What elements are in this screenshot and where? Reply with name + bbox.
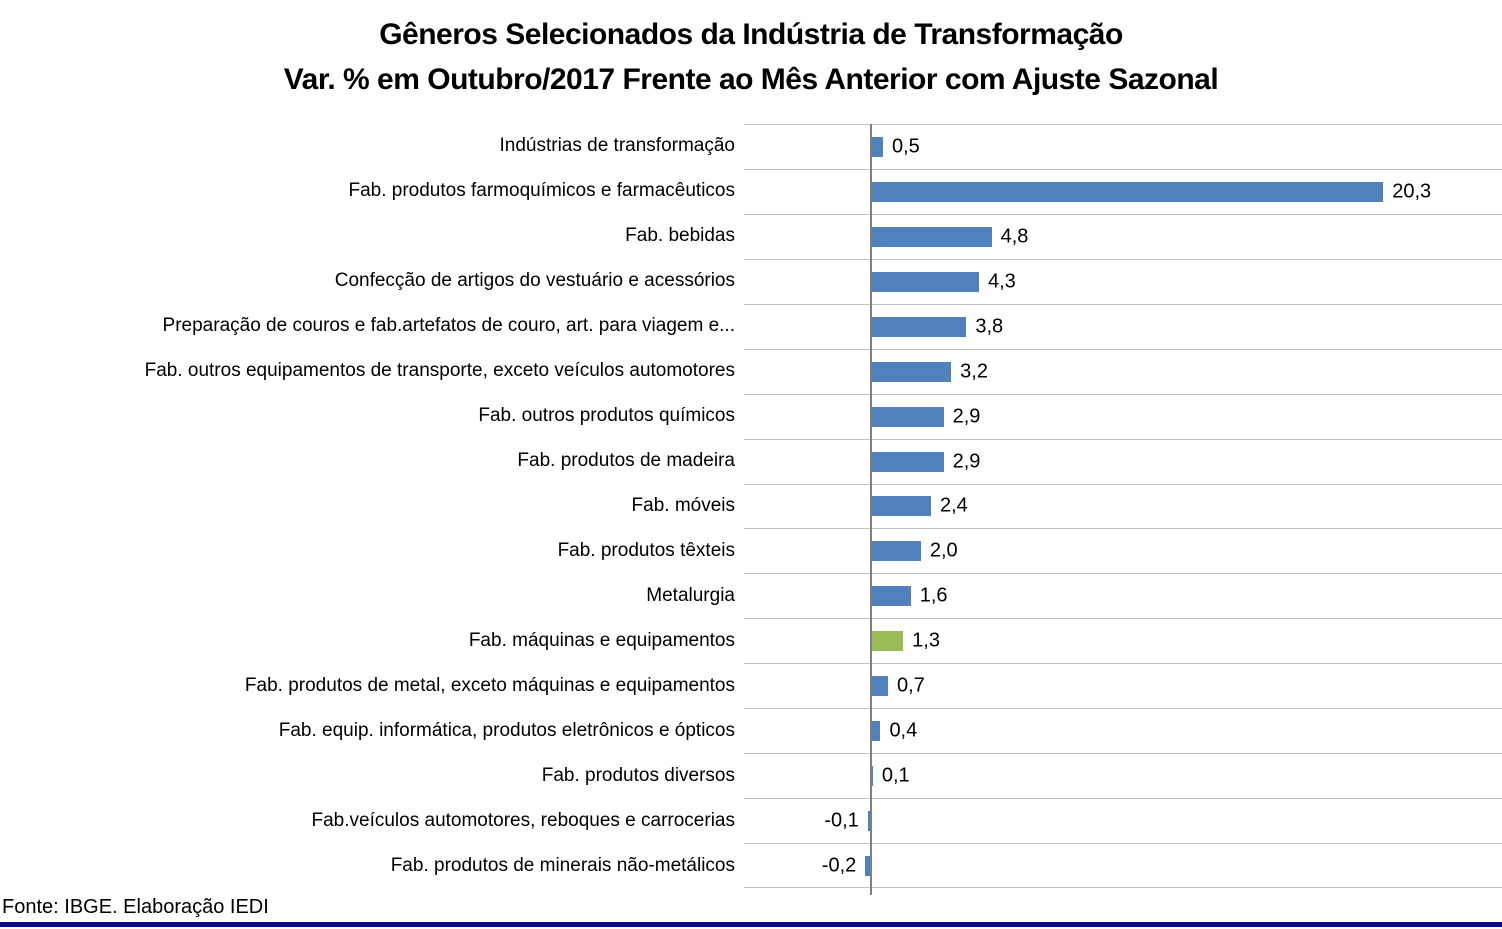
category-label: Fab. móveis — [631, 494, 735, 516]
bar — [870, 496, 931, 517]
category-label: Fab. outros produtos químicos — [478, 405, 735, 427]
bar — [870, 541, 921, 562]
value-label: 0,1 — [881, 764, 910, 787]
bottom-rule — [0, 922, 1502, 927]
chart-row: -0,1 — [744, 798, 1502, 843]
value-label: 2,9 — [952, 450, 981, 473]
value-label: 20,3 — [1392, 180, 1432, 203]
bar — [870, 361, 952, 382]
chart-row: 3,2 — [744, 348, 1502, 394]
value-label: -0,1 — [824, 809, 859, 832]
bar — [870, 271, 979, 292]
category-label: Indústrias de transformação — [499, 135, 735, 157]
chart-row: 1,3 — [744, 618, 1502, 663]
bar — [870, 316, 967, 337]
bar — [870, 766, 873, 787]
chart-title-line1: Gêneros Selecionados da Indústria de Tra… — [379, 18, 1123, 51]
value-label: 2,9 — [952, 405, 981, 428]
bar — [870, 631, 904, 652]
value-label: 3,8 — [975, 315, 1004, 338]
value-label: 2,0 — [929, 539, 958, 562]
chart-row: 2,4 — [744, 483, 1502, 529]
chart-row: 4,3 — [744, 258, 1502, 304]
category-label: Metalurgia — [646, 584, 735, 606]
value-label: -0,2 — [821, 854, 857, 877]
bar — [865, 856, 871, 877]
value-label: 0,5 — [891, 135, 920, 158]
chart-row: 1,6 — [744, 573, 1502, 618]
category-label: Fab. produtos de madeira — [517, 450, 735, 472]
chart-row: 0,5 — [744, 124, 1502, 169]
bar — [870, 451, 944, 472]
value-label: 1,6 — [919, 584, 948, 607]
bar — [867, 811, 871, 832]
category-label: Fab. produtos diversos — [541, 764, 735, 786]
chart-title: Gêneros Selecionados da Indústria de Tra… — [0, 12, 1502, 102]
bar — [870, 586, 911, 607]
chart-row: 3,8 — [744, 303, 1502, 349]
category-label: Fab. equip. informática, produtos eletrô… — [278, 719, 735, 741]
bar — [870, 406, 944, 427]
category-label: Confecção de artigos do vestuário e aces… — [334, 270, 735, 292]
category-label: Fab. produtos farmoquímicos e farmacêuti… — [348, 180, 735, 202]
chart-row: 2,9 — [744, 393, 1502, 439]
value-label: 0,7 — [897, 674, 925, 697]
bar-chart: Indústrias de transformação 0,5 Fab. produ… — [0, 124, 1502, 895]
bar — [870, 181, 1384, 202]
source-note: Fonte: IBGE. Elaboração IEDI — [2, 896, 269, 918]
chart-row: 0,1 — [744, 753, 1502, 798]
category-label: Fab. produtos de minerais não-metálicos — [390, 854, 735, 876]
category-label: Fab. produtos de metal, exceto máquinas … — [244, 674, 735, 696]
chart-row: 2,9 — [744, 438, 1502, 484]
category-label: Fab. produtos têxteis — [557, 539, 735, 561]
value-label: 1,3 — [912, 629, 940, 652]
category-label: Fab. máquinas e equipamentos — [468, 629, 735, 651]
plot-bottom-gridline — [744, 887, 1502, 888]
chart-row: -0,2 — [744, 843, 1502, 888]
chart-row: 20,3 — [744, 168, 1502, 214]
value-label: 3,2 — [960, 360, 988, 383]
value-label: 4,8 — [1000, 225, 1029, 248]
bar — [870, 676, 888, 697]
bar — [870, 136, 883, 157]
chart-row: 4,8 — [744, 213, 1502, 259]
bar — [870, 226, 992, 247]
bar — [870, 721, 881, 742]
category-label: Fab.veículos automotores, reboques e car… — [311, 809, 736, 831]
value-label: 0,4 — [889, 719, 918, 742]
category-label: Fab. bebidas — [625, 225, 735, 247]
category-label: Preparação de couros e fab.artefatos de … — [162, 315, 735, 337]
chart-row: 0,4 — [744, 708, 1502, 753]
chart-row: 0,7 — [744, 663, 1502, 708]
value-label: 2,4 — [939, 494, 968, 517]
chart-row: 2,0 — [744, 528, 1502, 573]
chart-title-line2: Var. % em Outubro/2017 Frente ao Mês Ant… — [283, 63, 1219, 96]
value-label: 4,3 — [987, 270, 1016, 293]
category-label: Fab. outros equipamentos de transporte, … — [144, 360, 735, 382]
